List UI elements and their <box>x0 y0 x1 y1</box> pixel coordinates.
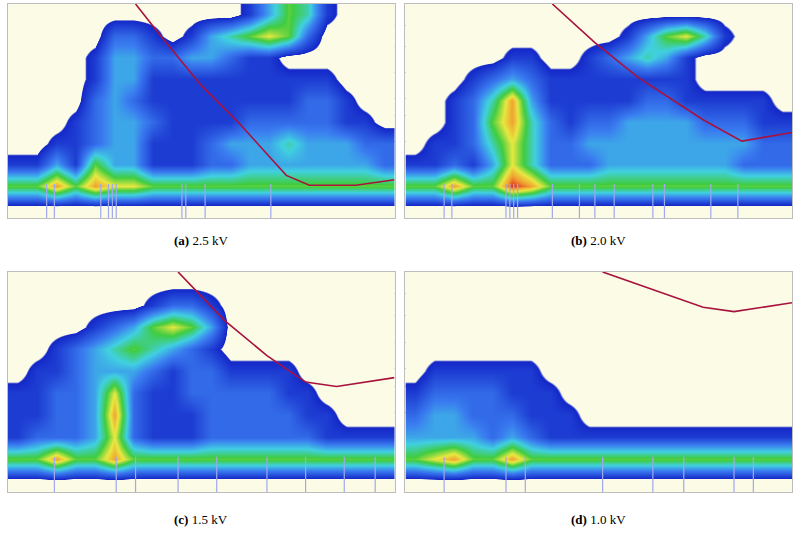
svg-text:(d) 1.0 kV: (d) 1.0 kV <box>571 512 626 527</box>
svg-text:(a) 2.5 kV: (a) 2.5 kV <box>174 233 228 248</box>
svg-text:(b) 2.0 kV: (b) 2.0 kV <box>571 233 626 248</box>
svg-text:(c) 1.5 kV: (c) 1.5 kV <box>174 512 228 527</box>
